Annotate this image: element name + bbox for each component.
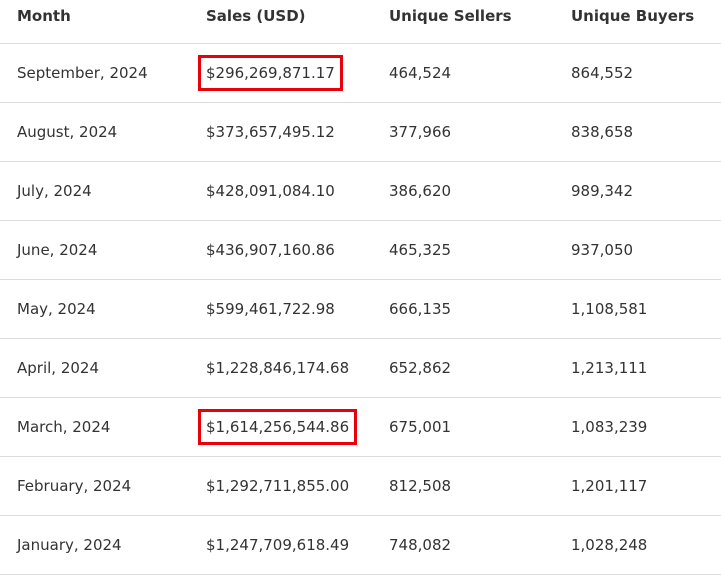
table-cell: $1,228,846,174.68 [206,338,389,398]
table-cell: $428,091,084.10 [206,161,389,221]
table-cell: June, 2024 [0,220,206,280]
table-row: April, 2024 $1,228,846,174.68 652,862 1,213… [0,338,721,398]
table-cell: 748,082 [389,515,571,575]
table-cell: 1,213,111 [571,338,721,398]
header-row: Month Sales (USD) Unique Sellers Unique Buy… [0,0,721,44]
table-cell: July, 2024 [0,161,206,221]
table-row: July, 2024 $428,091,084.10 386,620 989,342 [0,161,721,221]
table-cell: 1,028,248 [571,515,721,575]
table-row: September, 2024 $296,269,871.17 464,524 864… [0,43,721,103]
table-cell: 1,108,581 [571,279,721,339]
table-cell: January, 2024 [0,515,206,575]
highlighted-value: $296,269,871.17 [198,55,343,91]
table-cell: $436,907,160.86 [206,220,389,280]
table-cell: 989,342 [571,161,721,221]
table-cell: 1,083,239 [571,397,721,457]
table-cell: $1,292,711,855.00 [206,456,389,516]
highlighted-value: $1,614,256,544.86 [198,409,358,445]
table-cell: 864,552 [571,43,721,103]
table-cell: 652,862 [389,338,571,398]
table-row: January, 2024 $1,247,709,618.49 748,082 1,0… [0,515,721,575]
table-cell: 386,620 [389,161,571,221]
table-cell: April, 2024 [0,338,206,398]
header-cell: Unique Sellers [389,0,571,44]
table-cell: August, 2024 [0,102,206,162]
table-cell: $599,461,722.98 [206,279,389,339]
table-cell: September, 2024 [0,43,206,103]
table-cell: 812,508 [389,456,571,516]
table-body: September, 2024 $296,269,871.17 464,524 864… [0,43,721,575]
table-header: Month Sales (USD) Unique Sellers Unique Buy… [0,0,721,44]
table-cell: $373,657,495.12 [206,102,389,162]
table-cell: $1,614,256,544.86 [198,397,389,457]
table-row: May, 2024 $599,461,722.98 666,135 1,108,581 [0,279,721,339]
table-cell: 937,050 [571,220,721,280]
table-cell: 675,001 [389,397,571,457]
table-cell: 465,325 [389,220,571,280]
table-cell: 1,201,117 [571,456,721,516]
table-row: August, 2024 $373,657,495.12 377,966 838,65… [0,102,721,162]
table-row: March, 2024 $1,614,256,544.86 675,001 1,083… [0,397,721,457]
table-cell: March, 2024 [0,397,206,457]
header-cell: Unique Buyers [571,0,721,44]
table-cell: $296,269,871.17 [198,43,389,103]
table-cell: 464,524 [389,43,571,103]
table-cell: 838,658 [571,102,721,162]
table-row: February, 2024 $1,292,711,855.00 812,508 1,… [0,456,721,516]
table-cell: $1,247,709,618.49 [206,515,389,575]
header-cell: Sales (USD) [206,0,389,44]
table-cell: May, 2024 [0,279,206,339]
table-cell: 666,135 [389,279,571,339]
table-cell: 377,966 [389,102,571,162]
header-cell: Month [0,0,206,44]
table-cell: February, 2024 [0,456,206,516]
table-row: June, 2024 $436,907,160.86 465,325 937,050 [0,220,721,280]
